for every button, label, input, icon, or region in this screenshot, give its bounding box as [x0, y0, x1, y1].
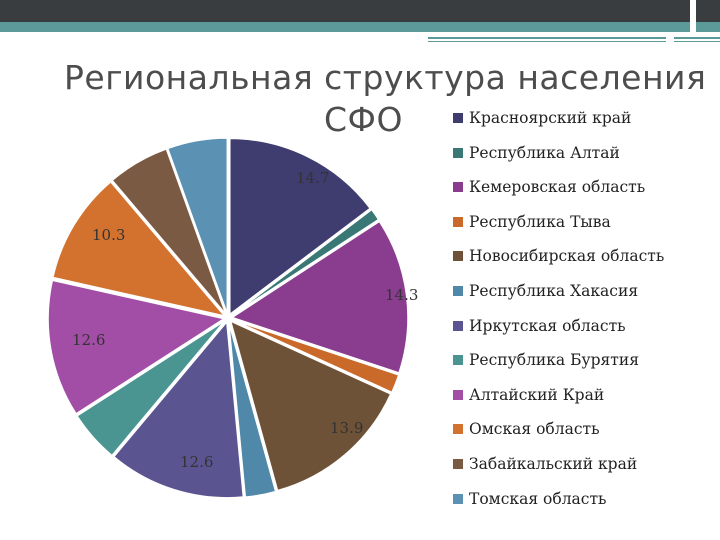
header-teal-stripe: [0, 22, 690, 32]
legend-swatch: [453, 216, 463, 227]
pie-slice: [111, 147, 227, 316]
legend-label: Республика Тыва: [469, 212, 611, 231]
data-label: 10.3: [92, 226, 125, 244]
slide-header-bar: [0, 0, 720, 42]
header-thin-line: [674, 41, 720, 42]
data-label: 12.6: [180, 453, 213, 471]
legend-label: Иркутская область: [469, 316, 626, 335]
header-dark-stripe-right: [696, 0, 720, 22]
legend-swatch: [453, 113, 463, 123]
pie-slice: [231, 318, 400, 394]
legend-swatch: [453, 424, 463, 435]
legend-swatch: [453, 320, 463, 331]
legend-swatch: [453, 147, 463, 158]
header-dark-stripe: [0, 0, 690, 22]
pie-slice: [51, 180, 227, 318]
legend-label: Алтайский Край: [469, 385, 605, 404]
legend-label: Кемеровская область: [469, 178, 646, 197]
pie-slice: [75, 320, 226, 457]
chart-title-line1: Региональная структура населения: [64, 58, 707, 97]
pie-slice: [230, 208, 380, 317]
pie-slice: [112, 319, 245, 499]
legend-label: Республика Алтай: [469, 143, 620, 162]
data-label: 13.9: [330, 419, 363, 437]
legend-label: Красноярский край: [469, 109, 632, 127]
data-label: 14.7: [296, 169, 329, 187]
legend-swatch: [453, 251, 463, 262]
legend-swatch: [453, 389, 463, 400]
legend-swatch: [453, 182, 463, 193]
legend-label: Новосибирская область: [469, 247, 665, 266]
header-thin-line: [428, 37, 666, 39]
header-thin-line: [428, 41, 666, 42]
header-teal-stripe-right: [696, 22, 720, 32]
legend-label: Томская область: [469, 489, 607, 508]
legend-label: Омская область: [469, 420, 600, 439]
pie-slice: [47, 279, 226, 415]
pie-slice: [166, 137, 229, 315]
legend-swatch: [453, 286, 463, 296]
pie-slice: [229, 137, 372, 316]
pie-slice: [227, 321, 277, 498]
legend-swatch: [453, 493, 463, 504]
legend-label: Забайкальский край: [469, 455, 638, 473]
pie-slice: [229, 319, 392, 492]
chart-title-line2: СФО: [324, 100, 403, 139]
header-thin-line: [674, 37, 720, 39]
data-label: 14.3: [385, 286, 418, 304]
data-label: 12.6: [72, 331, 105, 349]
legend-label: Республика Хакасия: [469, 282, 639, 300]
legend-swatch: [453, 355, 463, 366]
pie-slice: [230, 220, 409, 374]
legend-swatch: [453, 459, 463, 469]
legend-label: Республика Бурятия: [469, 351, 639, 370]
